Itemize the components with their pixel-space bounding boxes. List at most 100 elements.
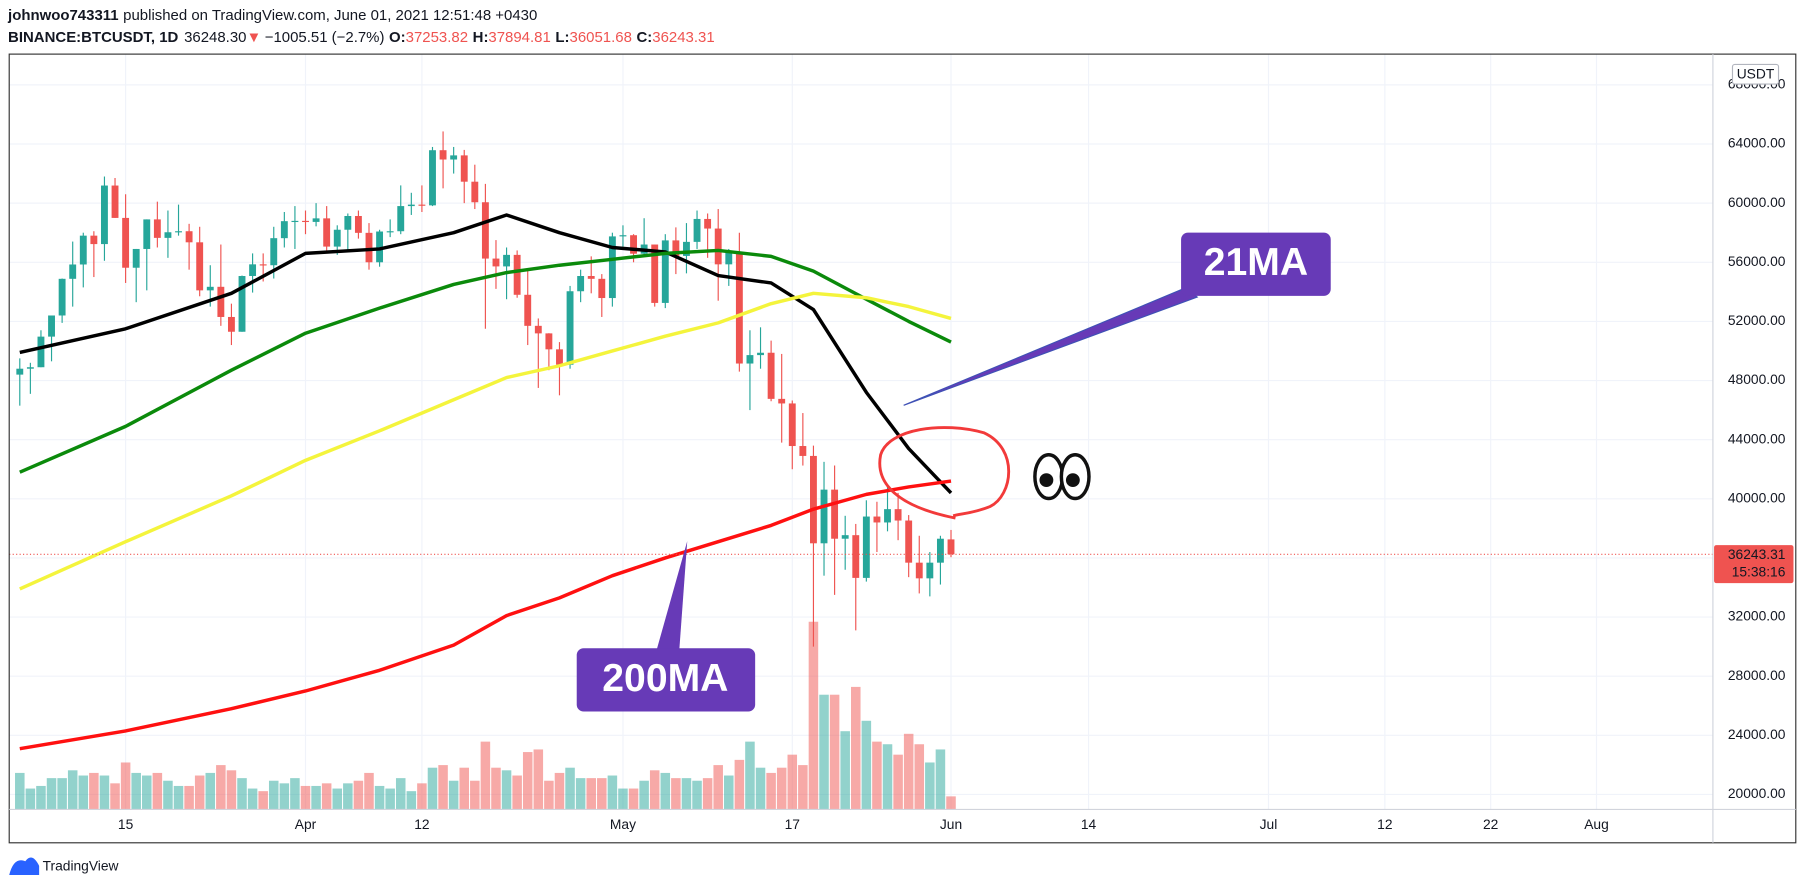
candle-body [767, 352, 775, 399]
volume-bar [374, 785, 385, 810]
candle-body [873, 516, 881, 523]
candle-body [545, 333, 553, 350]
candle-body [735, 251, 743, 364]
eyes-icon [1033, 453, 1091, 501]
y-tick-label: 40000.00 [1728, 489, 1786, 505]
volume-bar [417, 783, 427, 810]
volume-bar [840, 731, 850, 810]
volume-bar [893, 754, 903, 810]
candle-body [788, 403, 796, 447]
published: published on TradingView.com, June 01, 2… [123, 7, 537, 24]
volume-bar [448, 780, 459, 810]
volume-bar [819, 694, 829, 810]
candle-body [757, 352, 764, 356]
volume-bar [607, 775, 618, 810]
candle-body [778, 398, 786, 404]
volume-bar [36, 785, 46, 810]
volume-bar [565, 767, 575, 810]
y-tick-label: 32000.00 [1728, 608, 1786, 624]
candle-body [524, 294, 532, 326]
price-label-box [1714, 545, 1794, 584]
volume-bar [131, 772, 141, 810]
candle-body [450, 155, 458, 160]
volume-bar [787, 754, 798, 810]
volume-bar [512, 775, 522, 810]
x-tick-label: 12 [1377, 816, 1392, 832]
volume-bar [258, 791, 268, 810]
volume-bar [25, 788, 36, 810]
candle-body [862, 516, 870, 578]
candle-body [291, 220, 299, 223]
volume-bar [586, 778, 596, 810]
candle-body [238, 276, 246, 332]
candle-body [905, 520, 913, 563]
moving-averages [19, 213, 953, 751]
volume-bar [776, 767, 787, 810]
volume-bar [120, 762, 131, 810]
candle-body [302, 220, 309, 223]
header-line-1: johnwoo743311 published on TradingView.co… [7, 7, 537, 24]
candle-body [820, 489, 828, 544]
volume-bar [914, 744, 925, 810]
volume-bar [279, 783, 290, 810]
volume-bar [575, 778, 586, 810]
volume-bar [173, 785, 184, 810]
candle-body [841, 535, 849, 539]
volume-bar [395, 778, 406, 810]
candles [16, 131, 955, 647]
label-21ma: 21MA [1204, 241, 1308, 284]
brand: TradingView [43, 858, 119, 874]
candle-body [481, 202, 489, 259]
volume-bar [829, 694, 840, 810]
candle-body [407, 204, 415, 207]
y-tick-label: 28000.00 [1728, 667, 1786, 683]
x-tick-label: 15 [118, 816, 134, 832]
candle-body [683, 241, 690, 256]
volume-bar [745, 741, 755, 810]
candle-body [16, 368, 24, 375]
volume-bar [861, 720, 872, 810]
candle-body [196, 242, 204, 291]
volume-bar [628, 788, 639, 810]
candle-body [810, 455, 817, 544]
header-line-2: BINANCE:BTCUSDT, 1D 36248.30▼ −1005.51 (−2… [8, 29, 715, 46]
volume-bar [184, 785, 194, 810]
candle-body [386, 231, 394, 233]
volume-bar [110, 783, 120, 810]
candle-body [397, 206, 405, 232]
x-tick-label: Aug [1584, 816, 1609, 832]
c-value: 36243.31 [652, 29, 714, 46]
volume-bar [798, 765, 808, 810]
candle-body [122, 217, 130, 268]
candle-body [312, 218, 320, 222]
candle-body [672, 240, 680, 256]
candle-body [534, 325, 542, 334]
candle-body [608, 236, 616, 299]
volume-bar [427, 767, 438, 810]
candle-body [471, 181, 479, 203]
volume-bar [237, 778, 247, 810]
x-tick-label: Jun [940, 816, 962, 832]
volume-bar [925, 762, 935, 810]
volume-bar [872, 741, 882, 810]
o-label: O: [389, 29, 406, 46]
volume-bar [501, 770, 512, 810]
candle-body [661, 240, 669, 303]
volume-bar [935, 749, 946, 810]
ma-line [19, 248, 952, 474]
currency-box [1731, 63, 1780, 85]
candle-body [566, 291, 574, 365]
ma-line [19, 213, 953, 495]
volume-bar [734, 759, 745, 810]
candle-body [926, 562, 934, 579]
grid [9, 54, 1713, 810]
volume-bar [618, 788, 628, 810]
ma-line [19, 479, 952, 751]
volume-bar [946, 796, 956, 810]
candle-body [333, 229, 341, 247]
candle-body [947, 539, 955, 555]
candle-body [365, 232, 373, 263]
candle-body [503, 254, 511, 267]
